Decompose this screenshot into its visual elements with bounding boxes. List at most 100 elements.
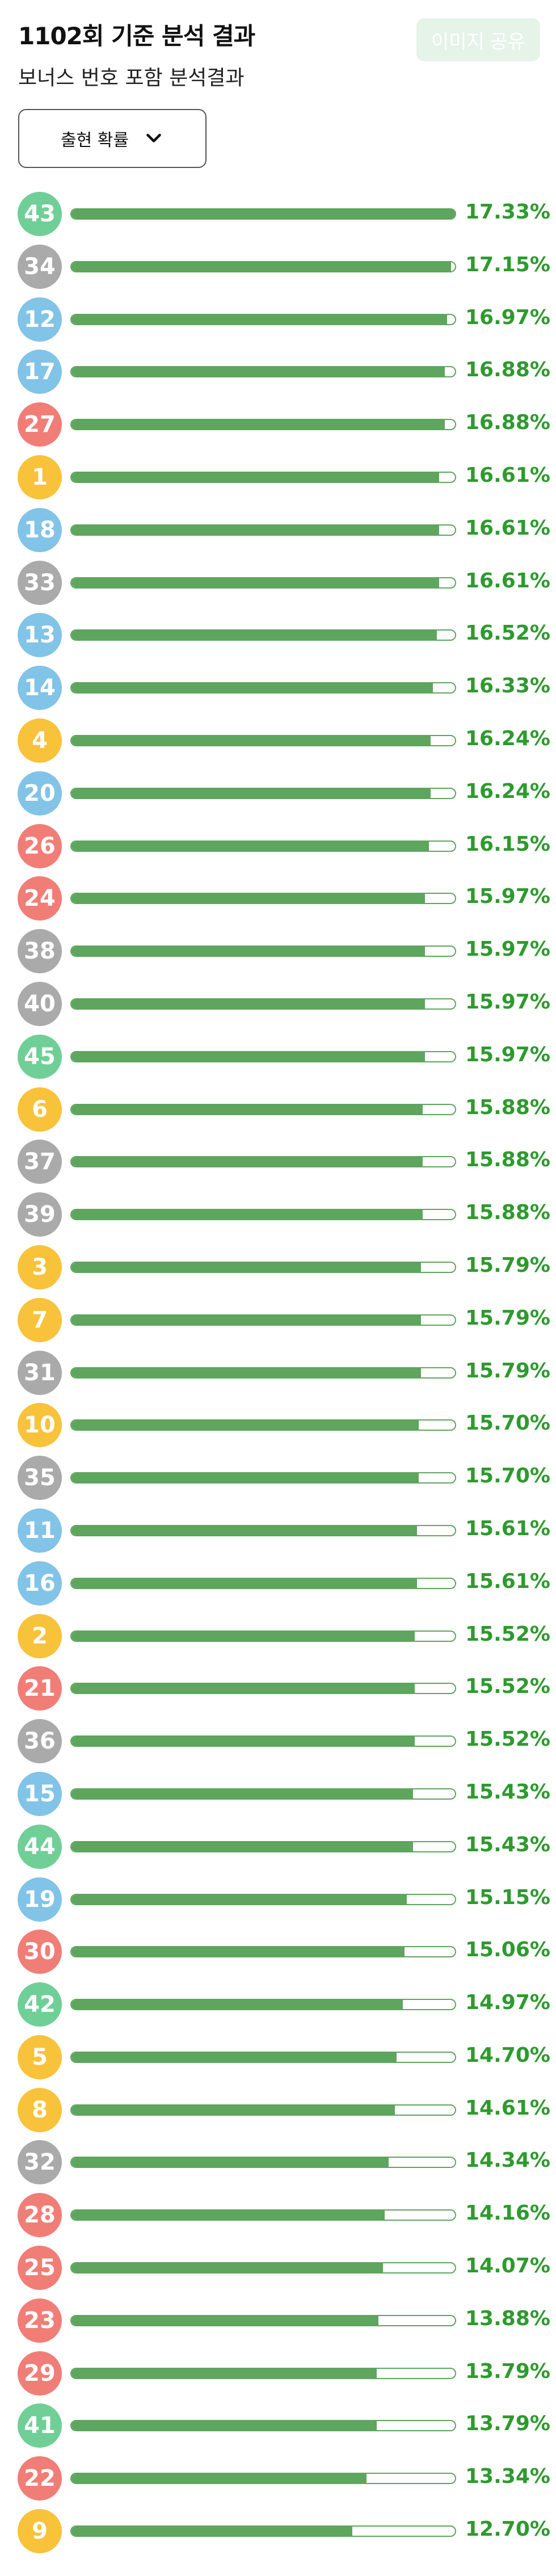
result-row: 27 16.88% xyxy=(0,398,556,451)
number-ball: 11 xyxy=(18,1508,62,1553)
number-ball: 23 xyxy=(18,2298,62,2343)
probability-bar xyxy=(71,1526,417,1535)
result-row: 31 15.79% xyxy=(0,1347,556,1400)
probability-bar-track xyxy=(70,2420,456,2432)
probability-label: 15.88% xyxy=(465,1148,550,1172)
number-ball: 16 xyxy=(18,1561,62,1606)
number-ball: 4 xyxy=(18,718,62,763)
probability-bar-track xyxy=(70,840,456,852)
probability-label: 16.33% xyxy=(465,674,550,698)
result-row: 15 15.43% xyxy=(0,1768,556,1821)
probability-bar-track xyxy=(70,366,456,378)
result-row: 17 16.88% xyxy=(0,346,556,398)
probability-bar-track xyxy=(70,1261,456,1273)
probability-bar xyxy=(71,1421,419,1430)
probability-bar xyxy=(71,631,437,640)
probability-label: 15.43% xyxy=(465,1833,550,1856)
probability-bar xyxy=(71,367,445,377)
probability-bar-track xyxy=(70,1893,456,1905)
probability-bar xyxy=(71,1894,407,1904)
result-row: 1 16.61% xyxy=(0,451,556,504)
number-ball: 7 xyxy=(18,1297,62,1342)
dropdown-label: 출현 확률 xyxy=(61,131,129,150)
probability-bar xyxy=(71,947,425,956)
number-ball: 14 xyxy=(18,666,62,711)
probability-bar xyxy=(71,2368,377,2378)
probability-bar-track xyxy=(70,945,456,957)
probability-label: 14.07% xyxy=(465,2254,550,2278)
probability-label: 14.16% xyxy=(465,2201,550,2225)
number-ball: 12 xyxy=(18,297,62,342)
probability-label: 15.97% xyxy=(465,938,550,961)
sort-dropdown[interactable]: 출현 확률 xyxy=(18,109,207,168)
result-row: 38 15.97% xyxy=(0,925,556,978)
number-ball: 1 xyxy=(18,455,62,499)
result-row: 41 13.79% xyxy=(0,2399,556,2452)
probability-bar xyxy=(71,420,445,430)
number-ball: 32 xyxy=(18,2140,62,2185)
probability-bar xyxy=(71,2527,353,2536)
number-ball: 36 xyxy=(18,1719,62,1764)
result-row: 5 14.70% xyxy=(0,2031,556,2084)
probability-bar-track xyxy=(70,471,456,483)
probability-bar xyxy=(71,1315,421,1325)
probability-label: 16.24% xyxy=(465,779,550,803)
probability-bar-track xyxy=(70,260,456,272)
probability-label: 15.61% xyxy=(465,1569,550,1593)
result-row: 20 16.24% xyxy=(0,767,556,820)
probability-label: 15.97% xyxy=(465,1043,550,1066)
probability-bar-track xyxy=(70,1209,456,1221)
probability-bar-track xyxy=(70,2525,456,2537)
probability-bar xyxy=(71,736,431,745)
probability-bar xyxy=(71,1631,415,1641)
result-row: 14 16.33% xyxy=(0,662,556,715)
probability-label: 14.34% xyxy=(465,2149,550,2172)
probability-bar xyxy=(71,2421,377,2431)
probability-bar xyxy=(71,841,429,851)
number-ball: 5 xyxy=(18,2035,62,2079)
probability-bar xyxy=(71,1104,423,1114)
result-row: 35 15.70% xyxy=(0,1452,556,1505)
result-row: 9 12.70% xyxy=(0,2505,556,2558)
probability-label: 15.79% xyxy=(465,1253,550,1277)
result-row: 36 15.52% xyxy=(0,1715,556,1768)
number-ball: 21 xyxy=(18,1666,62,1711)
probability-bar xyxy=(71,2158,389,2167)
result-row: 8 14.61% xyxy=(0,2084,556,2137)
result-row: 43 17.33% xyxy=(0,188,556,241)
probability-label: 13.79% xyxy=(465,2359,550,2383)
probability-bar-track xyxy=(70,682,456,694)
result-row: 42 14.97% xyxy=(0,1978,556,2031)
number-ball: 6 xyxy=(18,1087,62,1132)
probability-bar xyxy=(71,1947,405,1957)
result-row: 26 16.15% xyxy=(0,820,556,873)
probability-bar xyxy=(71,314,447,324)
number-ball: 15 xyxy=(18,1771,62,1816)
result-row: 30 15.06% xyxy=(0,1926,556,1978)
result-row: 11 15.61% xyxy=(0,1505,556,1557)
probability-bar-track xyxy=(70,787,456,799)
probability-label: 15.88% xyxy=(465,1095,550,1119)
probability-bar xyxy=(71,1737,415,1746)
probability-label: 16.52% xyxy=(465,621,550,645)
number-ball: 20 xyxy=(18,771,62,816)
probability-bar-track xyxy=(70,1999,456,2011)
probability-bar xyxy=(71,2474,367,2483)
probability-bar-track xyxy=(70,1367,456,1379)
probability-label: 15.88% xyxy=(465,1201,550,1225)
probability-label: 16.15% xyxy=(465,832,550,856)
number-ball: 9 xyxy=(18,2509,62,2554)
probability-bar-track xyxy=(70,2157,456,2169)
number-ball: 43 xyxy=(18,192,62,236)
probability-label: 16.61% xyxy=(465,516,550,540)
probability-label: 13.79% xyxy=(465,2412,550,2436)
probability-label: 15.43% xyxy=(465,1780,550,1804)
result-row: 6 15.88% xyxy=(0,1083,556,1136)
probability-label: 12.70% xyxy=(465,2518,550,2541)
number-ball: 28 xyxy=(18,2193,62,2238)
probability-bar-track xyxy=(70,313,456,325)
share-image-button[interactable]: 이미지 공유 xyxy=(416,18,540,61)
probability-label: 14.97% xyxy=(465,1991,550,2015)
probability-bar-track xyxy=(70,577,456,589)
result-row: 4 16.24% xyxy=(0,715,556,767)
